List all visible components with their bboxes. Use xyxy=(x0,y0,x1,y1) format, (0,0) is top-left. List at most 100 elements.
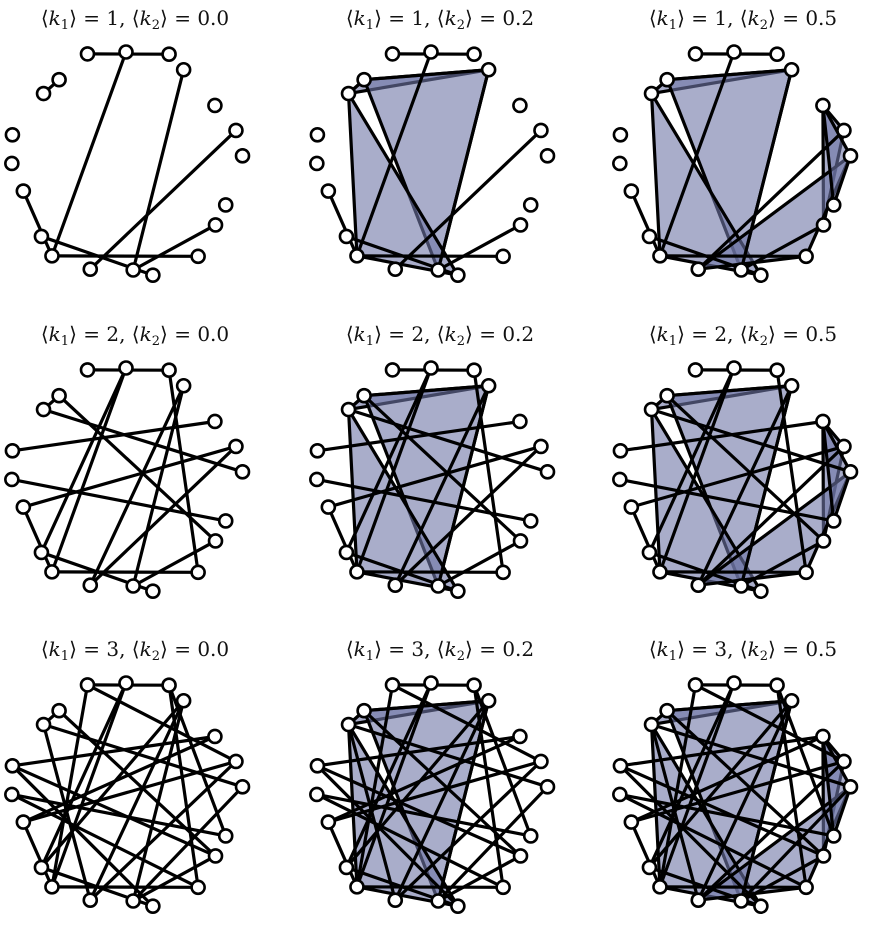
graph-node xyxy=(35,546,48,559)
graph-node xyxy=(219,514,232,527)
graph-node xyxy=(5,473,18,486)
graph-node xyxy=(236,780,249,793)
graph-node xyxy=(653,249,666,262)
graph-node xyxy=(192,566,205,579)
graph-node xyxy=(800,250,813,263)
graph-node xyxy=(208,99,221,112)
graph-node xyxy=(229,755,242,768)
simplicial-complex-graph xyxy=(608,356,874,616)
graph-node xyxy=(386,47,399,60)
nodes xyxy=(5,362,249,598)
graph-node xyxy=(208,415,221,428)
graph-node xyxy=(6,759,19,772)
panel-caption: ⟨k1⟩ = 3, ⟨k2⟩ = 0.5 xyxy=(608,637,874,664)
graph-node xyxy=(53,73,66,86)
simplicial-complex-graph xyxy=(0,40,270,300)
graph-node xyxy=(229,124,242,137)
graph-node xyxy=(17,501,30,514)
graph-node xyxy=(689,47,702,60)
graph-edge xyxy=(133,541,215,586)
graph-node xyxy=(451,585,464,598)
graph-node xyxy=(192,881,205,894)
graph-node xyxy=(643,230,656,243)
graph-node xyxy=(771,364,784,377)
graph-node xyxy=(844,149,857,162)
graph-node xyxy=(771,679,784,692)
graph-node xyxy=(816,99,829,112)
graph-node xyxy=(310,473,323,486)
panel: ⟨k1⟩ = 1, ⟨k2⟩ = 0.5 xyxy=(608,0,874,300)
graph-node xyxy=(389,263,402,276)
simplicial-complex-graph xyxy=(305,671,575,931)
graph-node xyxy=(45,565,58,578)
graph-node xyxy=(482,694,495,707)
graph-node xyxy=(645,718,658,731)
graph-node xyxy=(643,861,656,874)
graph-node xyxy=(192,250,205,263)
nodes xyxy=(5,46,249,282)
graph-node xyxy=(692,579,705,592)
graph-node xyxy=(817,534,830,547)
graph-node xyxy=(837,124,850,137)
panel-caption: ⟨k1⟩ = 2, ⟨k2⟩ = 0.5 xyxy=(608,322,874,349)
graph-node xyxy=(735,894,748,907)
graph-node xyxy=(322,816,335,829)
graph-node xyxy=(310,157,323,170)
graph-node xyxy=(534,755,547,768)
graph-node xyxy=(163,679,176,692)
panel: ⟨k1⟩ = 2, ⟨k2⟩ = 0.5 xyxy=(608,316,874,616)
graph-node xyxy=(735,263,748,276)
graph-node xyxy=(613,473,626,486)
graph-node xyxy=(81,678,94,691)
graph-node xyxy=(513,730,526,743)
graph-node xyxy=(146,585,159,598)
graph-node xyxy=(425,677,438,690)
graph-node xyxy=(120,46,133,59)
graph-node xyxy=(84,894,97,907)
graph-node xyxy=(17,185,30,198)
graph-node xyxy=(524,829,537,842)
graph-node xyxy=(514,218,527,231)
graph-node xyxy=(177,379,190,392)
graph-node xyxy=(322,185,335,198)
graph-edge xyxy=(23,191,52,256)
graph-node xyxy=(45,880,58,893)
graph-node xyxy=(311,444,324,457)
graph-node xyxy=(311,128,324,141)
graph-edge xyxy=(133,70,183,270)
graph-node xyxy=(389,894,402,907)
panel: ⟨k1⟩ = 3, ⟨k2⟩ = 0.2 xyxy=(305,631,575,931)
panel: ⟨k1⟩ = 2, ⟨k2⟩ = 0.0 xyxy=(0,316,270,616)
graph-node xyxy=(514,849,527,862)
graph-node xyxy=(785,694,798,707)
graph-node xyxy=(625,185,638,198)
graph-node xyxy=(358,704,371,717)
graph-node xyxy=(468,364,481,377)
graph-node xyxy=(534,124,547,137)
graph-node xyxy=(754,269,767,282)
graph-node xyxy=(643,546,656,559)
graph-node xyxy=(386,678,399,691)
graph-node xyxy=(541,465,554,478)
graph-node xyxy=(209,849,222,862)
graph-node xyxy=(771,48,784,61)
simplicial-complex-graph xyxy=(0,671,270,931)
panel: ⟨k1⟩ = 1, ⟨k2⟩ = 0.2 xyxy=(305,0,575,300)
graph-node xyxy=(342,718,355,731)
graph-node xyxy=(425,362,438,375)
graph-node xyxy=(645,87,658,100)
simplicial-complex-graph xyxy=(305,356,575,616)
graph-node xyxy=(482,379,495,392)
simplicial-complex-graph xyxy=(0,356,270,616)
panel-caption: ⟨k1⟩ = 1, ⟨k2⟩ = 0.5 xyxy=(608,6,874,33)
graph-node xyxy=(800,566,813,579)
graph-node xyxy=(81,47,94,60)
graph-node xyxy=(127,263,140,276)
graph-node xyxy=(817,218,830,231)
graph-node xyxy=(837,755,850,768)
graph-node xyxy=(653,880,666,893)
graph-node xyxy=(146,269,159,282)
graph-node xyxy=(229,440,242,453)
graph-node xyxy=(120,677,133,690)
graph-node xyxy=(127,894,140,907)
